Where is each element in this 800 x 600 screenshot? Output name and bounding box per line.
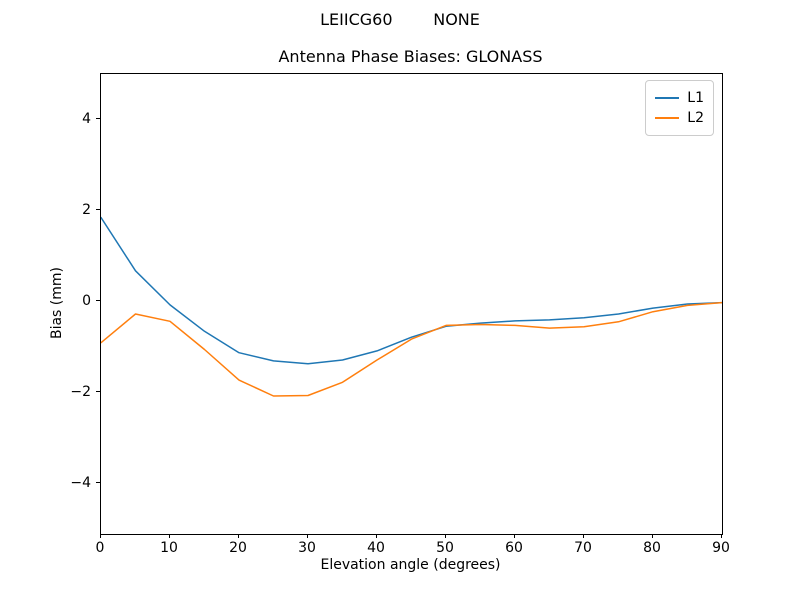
x-ticklabel-20: 20: [229, 540, 247, 556]
x-tickmark-20: [237, 534, 239, 538]
x-ticklabel-60: 60: [505, 540, 523, 556]
x-ticklabel-0: 0: [95, 540, 105, 556]
series-line-l2: [101, 301, 722, 397]
y-ticklabel-2: 2: [82, 201, 91, 218]
x-tickmark-70: [582, 534, 584, 538]
y-ticklabel-4: 4: [82, 110, 91, 127]
x-axis-ticks: 0 10 20 30 40 50 60 70 80 90: [96, 534, 730, 564]
y-axis-ticks: −4 −2 0 2 4: [0, 73, 100, 533]
l1-line-swatch: [655, 97, 680, 99]
x-tickmark-80: [651, 534, 653, 538]
legend-item-l1: L1: [655, 88, 704, 108]
x-tickmark-30: [306, 534, 308, 538]
x-tickmark-60: [513, 534, 515, 538]
y-ticklabel--4: −4: [70, 474, 91, 491]
legend-item-l2: L2: [655, 108, 704, 128]
x-tickmark-0: [99, 534, 101, 538]
l2-line-swatch: [655, 117, 680, 119]
x-axis-label: Elevation angle (degrees): [320, 557, 501, 573]
x-ticklabel-10: 10: [160, 540, 178, 556]
x-tickmark-40: [375, 534, 377, 538]
x-ticklabel-90: 90: [712, 540, 730, 556]
chart-title: Antenna Phase Biases: GLONASS: [278, 47, 543, 66]
y-tickmark-4: [96, 118, 100, 120]
x-ticklabel-70: 70: [574, 540, 592, 556]
series-line-l1: [101, 216, 722, 365]
x-ticklabel-30: 30: [298, 540, 316, 556]
y-tickmark-2: [96, 209, 100, 211]
legend: L1 L2: [645, 80, 714, 136]
y-tickmark-0: [96, 300, 100, 302]
x-tickmark-50: [444, 534, 446, 538]
x-ticklabel-40: 40: [367, 540, 385, 556]
x-ticklabel-50: 50: [436, 540, 454, 556]
y-ticklabel-0: 0: [82, 292, 91, 309]
plot-area: L1 L2: [100, 73, 723, 535]
x-tickmark-10: [168, 534, 170, 538]
y-tickmark--2: [96, 391, 100, 393]
y-tickmark--4: [96, 482, 100, 484]
line-chart-svg: [101, 216, 722, 397]
legend-label-l1: L1: [687, 90, 704, 106]
x-tickmark-90: [720, 534, 722, 538]
x-ticklabel-80: 80: [643, 540, 661, 556]
y-ticklabel--2: −2: [70, 383, 91, 400]
legend-label-l2: L2: [687, 110, 704, 126]
figure-title: LEIICG60 NONE: [320, 10, 480, 29]
